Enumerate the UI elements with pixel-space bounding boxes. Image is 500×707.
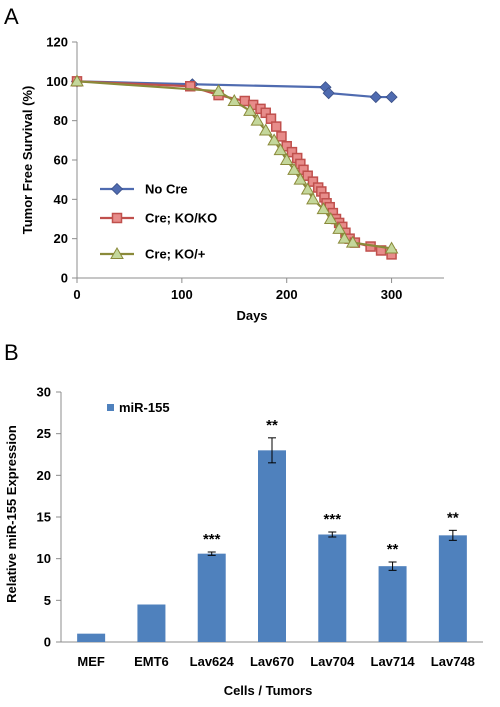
x-tick-label: 100 — [171, 287, 193, 302]
bar — [258, 450, 286, 642]
x-axis-title: Days — [236, 308, 267, 323]
legend-swatch — [107, 404, 114, 411]
bars-group: MEF EMT6 *** Lav624 ** Lav670 *** Lav704 ** Lav71… — [77, 417, 475, 669]
legend-label: Cre; KO/+ — [145, 247, 206, 262]
data-point-triangle — [323, 211, 338, 224]
data-point-square — [276, 131, 287, 142]
data-point-triangle — [293, 172, 308, 185]
data-point-triangle — [227, 93, 242, 106]
bar — [318, 534, 347, 642]
significance-label: ** — [387, 541, 399, 558]
survival-chart: 0 20 40 60 80 100 120 0 100 200 300 No Cre Cre; KO… — [20, 35, 444, 323]
legend-item-ko_ko: Cre; KO/KO — [100, 211, 217, 226]
x-tick-label: 200 — [276, 287, 298, 302]
y-tick-label: 120 — [46, 35, 68, 50]
data-point-triangle — [287, 162, 301, 175]
y-tick-label: 15 — [37, 510, 51, 525]
legend: miR-155 — [107, 400, 170, 415]
legend-label: Cre; KO/KO — [145, 211, 217, 226]
bar-emt6: EMT6 — [134, 604, 169, 669]
data-point-triangle — [211, 84, 226, 97]
y-tick-label: 5 — [44, 593, 51, 608]
data-point-triangle — [267, 133, 281, 146]
bar-lav704: *** Lav704 — [310, 511, 355, 669]
bar-lav624: *** Lav624 — [190, 531, 235, 669]
category-label: MEF — [77, 654, 105, 669]
category-label: Lav624 — [190, 654, 235, 669]
series-group — [70, 74, 399, 260]
significance-label: *** — [324, 511, 342, 528]
legend-label: No Cre — [145, 182, 188, 197]
category-label: Lav714 — [371, 654, 416, 669]
data-point-triangle — [258, 123, 273, 136]
data-point-triangle — [273, 143, 288, 156]
panel-letter-a: A — [4, 4, 19, 29]
y-tick-label: 80 — [54, 113, 68, 128]
y-tick-label: 25 — [37, 426, 51, 441]
bar — [378, 566, 407, 642]
y-axis-title: Tumor Free Survival (%) — [20, 86, 35, 235]
bar-mef: MEF — [77, 633, 106, 669]
series-ko_het — [70, 74, 399, 254]
bar — [197, 553, 226, 642]
data-point-diamond — [385, 91, 398, 104]
data-point-triangle — [250, 113, 265, 126]
data-point-square — [111, 212, 123, 224]
category-label: EMT6 — [134, 654, 169, 669]
data-point-diamond — [110, 182, 124, 196]
data-point-triangle — [332, 221, 347, 234]
y-tick-label: 10 — [37, 551, 51, 566]
data-point-square — [184, 81, 196, 92]
data-point-triangle — [337, 231, 352, 244]
data-point-triangle — [384, 241, 399, 254]
y-tick-label: 60 — [54, 153, 68, 168]
y-ticks: 0 5 10 15 20 25 30 — [37, 385, 61, 650]
bar — [438, 535, 467, 642]
data-point-diamond — [369, 91, 382, 104]
y-tick-label: 100 — [46, 74, 68, 89]
y-tick-label: 40 — [54, 192, 68, 207]
y-tick-label: 20 — [54, 231, 68, 246]
x-tick-label: 0 — [73, 287, 80, 302]
data-point-triangle — [316, 202, 331, 215]
category-label: Lav670 — [250, 654, 294, 669]
data-point-triangle — [243, 103, 257, 116]
y-tick-label: 30 — [37, 385, 51, 400]
legend-item-ko_het: Cre; KO/+ — [100, 247, 206, 262]
x-ticks: 0 100 200 300 — [73, 278, 402, 302]
data-point-triangle — [279, 152, 294, 165]
significance-label: ** — [447, 509, 459, 526]
x-axis-title: Cells / Tumors — [224, 683, 313, 698]
y-tick-label: 0 — [61, 271, 68, 286]
y-tick-label: 0 — [44, 635, 51, 650]
bar-lav748: ** Lav748 — [431, 509, 475, 669]
data-point-triangle — [70, 74, 84, 87]
y-ticks: 0 20 40 60 80 100 120 — [46, 35, 77, 286]
bar-lav670: ** Lav670 — [250, 417, 294, 669]
bar-lav714: ** Lav714 — [371, 541, 416, 669]
series-ko_ko — [71, 76, 397, 260]
y-axis-title: Relative miR-155 Expression — [4, 425, 19, 603]
significance-label: ** — [266, 417, 278, 434]
data-point-diamond — [322, 87, 335, 100]
data-point-triangle — [345, 235, 360, 248]
data-point-triangle — [306, 192, 320, 205]
significance-label: *** — [203, 531, 221, 548]
y-tick-label: 20 — [37, 468, 51, 483]
data-point-triangle — [300, 182, 315, 195]
category-label: Lav704 — [310, 654, 355, 669]
x-tick-label: 300 — [381, 287, 403, 302]
data-point-triangle — [110, 246, 124, 259]
bar — [77, 633, 106, 642]
legend-item-no_cre: No Cre — [100, 182, 188, 197]
data-point-square — [270, 121, 282, 132]
category-label: Lav748 — [431, 654, 475, 669]
legend-label: miR-155 — [119, 400, 170, 415]
panel-letter-b: B — [4, 340, 19, 365]
bar — [137, 604, 166, 642]
legend: No Cre Cre; KO/KO Cre; KO/+ — [100, 182, 217, 262]
